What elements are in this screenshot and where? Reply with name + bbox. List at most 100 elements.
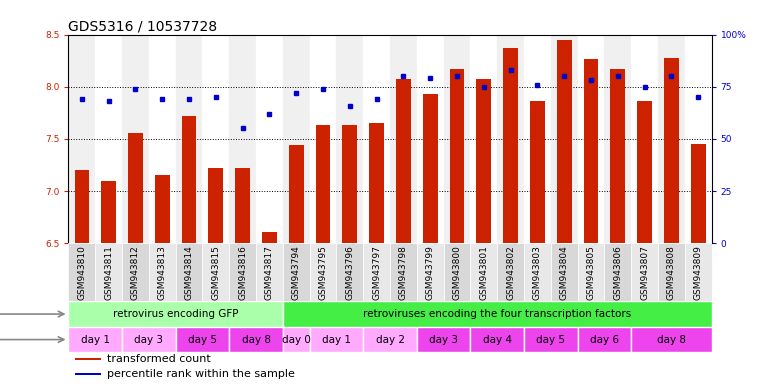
Bar: [524, 327, 578, 353]
Bar: [578, 327, 631, 353]
Bar: [444, 35, 470, 243]
Bar: [396, 79, 411, 243]
Text: day 0: day 0: [282, 334, 310, 344]
Bar: [75, 373, 100, 375]
Bar: [476, 79, 491, 243]
Bar: [310, 243, 336, 301]
Bar: [75, 358, 100, 361]
Bar: [336, 35, 363, 243]
Text: day 6: day 6: [590, 334, 619, 344]
Bar: [470, 327, 524, 353]
Text: GSM943811: GSM943811: [104, 245, 113, 300]
Text: day 2: day 2: [375, 334, 405, 344]
Bar: [229, 327, 283, 353]
Text: day 5: day 5: [188, 334, 217, 344]
Text: GSM943797: GSM943797: [372, 245, 381, 300]
Text: GSM943799: GSM943799: [425, 245, 435, 300]
Text: retrovirus encoding GFP: retrovirus encoding GFP: [113, 309, 238, 319]
Bar: [68, 301, 283, 327]
Bar: [363, 243, 390, 301]
Bar: [256, 243, 283, 301]
Bar: [68, 327, 122, 353]
Text: GSM943806: GSM943806: [613, 245, 622, 300]
Bar: [256, 35, 283, 243]
Bar: [202, 35, 229, 243]
Bar: [122, 35, 149, 243]
Bar: [336, 243, 363, 301]
Bar: [530, 101, 545, 243]
Bar: [68, 35, 95, 243]
Text: GSM943804: GSM943804: [559, 245, 568, 300]
Bar: [95, 35, 122, 243]
Text: GSM943800: GSM943800: [453, 245, 461, 300]
Text: day 1: day 1: [81, 334, 110, 344]
Bar: [202, 243, 229, 301]
Bar: [631, 35, 658, 243]
Bar: [497, 243, 524, 301]
Bar: [310, 327, 363, 353]
Bar: [316, 125, 330, 243]
Text: day 1: day 1: [322, 334, 351, 344]
Bar: [658, 243, 685, 301]
Bar: [604, 243, 631, 301]
Bar: [691, 144, 705, 243]
Bar: [342, 125, 357, 243]
Text: day 5: day 5: [537, 334, 565, 344]
Bar: [417, 327, 470, 353]
Text: GSM943815: GSM943815: [212, 245, 221, 300]
Bar: [497, 35, 524, 243]
Bar: [685, 243, 712, 301]
Bar: [310, 35, 336, 243]
Bar: [578, 35, 604, 243]
Bar: [417, 35, 444, 243]
Bar: [128, 133, 143, 243]
Text: GSM943817: GSM943817: [265, 245, 274, 300]
Bar: [584, 59, 598, 243]
Bar: [685, 35, 712, 243]
Bar: [578, 243, 604, 301]
Bar: [551, 243, 578, 301]
Bar: [229, 243, 256, 301]
Text: GSM943810: GSM943810: [78, 245, 87, 300]
Bar: [363, 35, 390, 243]
Text: GSM943807: GSM943807: [640, 245, 649, 300]
Bar: [631, 243, 658, 301]
Text: day 8: day 8: [657, 334, 686, 344]
Bar: [75, 170, 89, 243]
Text: GDS5316 / 10537728: GDS5316 / 10537728: [68, 20, 218, 33]
Bar: [289, 145, 304, 243]
Text: GSM943801: GSM943801: [479, 245, 489, 300]
Bar: [283, 35, 310, 243]
Bar: [122, 327, 176, 353]
Text: day 4: day 4: [482, 334, 511, 344]
Text: GSM943795: GSM943795: [319, 245, 327, 300]
Bar: [524, 35, 551, 243]
Text: GSM943812: GSM943812: [131, 245, 140, 300]
Bar: [235, 168, 250, 243]
Bar: [101, 181, 116, 243]
Text: GSM943813: GSM943813: [158, 245, 167, 300]
Bar: [664, 58, 679, 243]
Text: GSM943803: GSM943803: [533, 245, 542, 300]
Bar: [149, 243, 176, 301]
Bar: [390, 243, 417, 301]
Bar: [262, 232, 277, 243]
Bar: [182, 116, 196, 243]
Bar: [444, 243, 470, 301]
Text: GSM943802: GSM943802: [506, 245, 515, 300]
Bar: [503, 48, 518, 243]
Bar: [95, 243, 122, 301]
Bar: [283, 301, 712, 327]
Bar: [363, 327, 417, 353]
Bar: [637, 101, 652, 243]
Bar: [149, 35, 176, 243]
Text: GSM943816: GSM943816: [238, 245, 247, 300]
Bar: [631, 327, 712, 353]
Text: percentile rank within the sample: percentile rank within the sample: [107, 369, 295, 379]
Text: day 3: day 3: [135, 334, 164, 344]
Text: GSM943808: GSM943808: [667, 245, 676, 300]
Bar: [283, 327, 310, 353]
Text: GSM943809: GSM943809: [693, 245, 702, 300]
Bar: [557, 40, 572, 243]
Text: GSM943794: GSM943794: [291, 245, 301, 300]
